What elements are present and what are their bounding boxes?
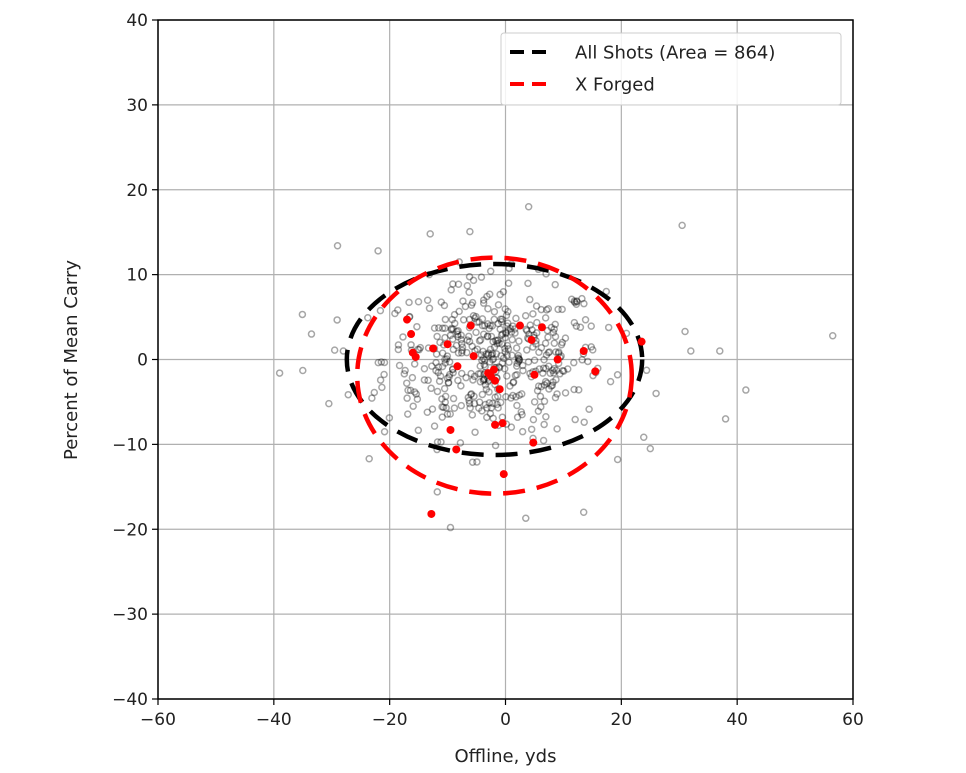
y-tick-label: −40 bbox=[112, 690, 148, 710]
legend-label-all-shots: All Shots (Area = 864) bbox=[575, 43, 775, 64]
y-tick-label: 0 bbox=[137, 351, 148, 371]
x-tick-label: −60 bbox=[140, 710, 176, 730]
y-tick-label: 10 bbox=[126, 266, 148, 286]
x-tick-label: 0 bbox=[500, 710, 511, 730]
legend-box bbox=[500, 32, 842, 106]
legend-label-x-forged: X Forged bbox=[575, 75, 655, 96]
x-tick-label: −20 bbox=[372, 710, 408, 730]
x-axis-ticks: −60 −40 −20 0 20 40 60 bbox=[140, 699, 864, 730]
y-tick-label: −20 bbox=[112, 520, 148, 540]
y-tick-label: 40 bbox=[126, 11, 148, 31]
y-axis-label: Percent of Mean Carry bbox=[61, 260, 82, 460]
x-tick-label: −40 bbox=[256, 710, 292, 730]
dispersion-ellipses bbox=[344, 255, 645, 496]
x-tick-label: 60 bbox=[842, 710, 864, 730]
x-forged-points bbox=[403, 315, 646, 518]
legend: All Shots (Area = 864) X Forged bbox=[500, 32, 842, 106]
y-tick-label: −30 bbox=[112, 605, 148, 625]
all-shots-points bbox=[275, 202, 837, 532]
y-tick-label: 20 bbox=[126, 181, 148, 201]
y-tick-label: 30 bbox=[126, 96, 148, 116]
y-axis-ticks: −40 −30 −20 −10 0 10 20 30 40 bbox=[112, 11, 158, 710]
x-tick-label: 20 bbox=[611, 710, 633, 730]
x-tick-label: 40 bbox=[726, 710, 748, 730]
y-tick-label: −10 bbox=[112, 435, 148, 455]
x-axis-label: Offline, yds bbox=[455, 746, 557, 767]
